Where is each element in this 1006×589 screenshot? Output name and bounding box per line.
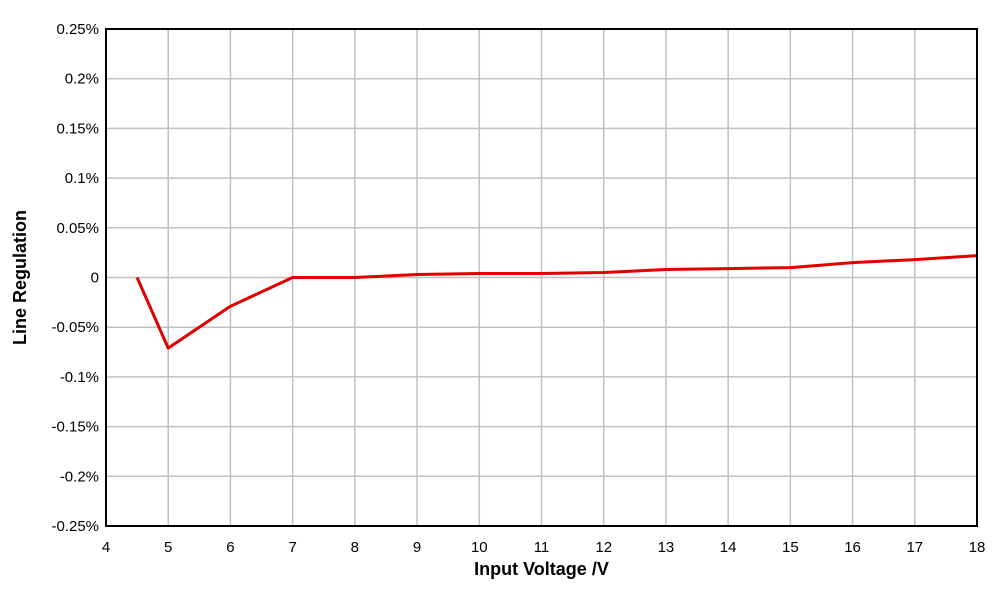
x-tick-label: 15 xyxy=(782,539,799,556)
y-tick-label: 0.25% xyxy=(56,21,99,38)
x-tick-labels: 4 5 6 7 8 9 10 11 12 13 14 15 16 17 18 xyxy=(102,539,986,556)
y-tick-label: -0.25% xyxy=(51,518,99,535)
x-tick-label: 10 xyxy=(471,539,488,556)
x-tick-label: 13 xyxy=(658,539,675,556)
x-tick-label: 5 xyxy=(164,539,172,556)
y-tick-label: 0.15% xyxy=(56,120,99,137)
grid xyxy=(106,29,977,526)
x-tick-label: 12 xyxy=(595,539,612,556)
x-tick-label: 16 xyxy=(844,539,861,556)
y-tick-labels: 0.25% 0.2% 0.15% 0.1% 0.05% 0 -0.05% -0.1% -0.15… xyxy=(51,21,99,535)
x-axis-title: Input Voltage /V xyxy=(474,559,609,579)
x-tick-label: 8 xyxy=(351,539,359,556)
x-tick-label: 4 xyxy=(102,539,110,556)
y-tick-label: -0.15% xyxy=(51,419,99,436)
series-line xyxy=(137,256,977,349)
x-tick-label: 7 xyxy=(288,539,296,556)
y-tick-label: -0.05% xyxy=(51,319,99,336)
y-tick-label: 0.2% xyxy=(65,71,99,88)
y-tick-label: 0.05% xyxy=(56,220,99,237)
x-tick-label: 14 xyxy=(720,539,737,556)
y-tick-label: -0.2% xyxy=(60,468,99,485)
x-tick-label: 11 xyxy=(534,539,550,556)
x-tick-label: 17 xyxy=(906,539,923,556)
x-tick-label: 18 xyxy=(969,539,986,556)
y-tick-label: 0.1% xyxy=(65,170,99,187)
series-layer xyxy=(137,256,977,349)
y-tick-label: 0 xyxy=(91,270,99,287)
x-tick-label: 6 xyxy=(226,539,234,556)
x-tick-label: 9 xyxy=(413,539,421,556)
y-tick-label: -0.1% xyxy=(60,369,99,386)
y-axis-title: Line Regulation xyxy=(10,210,30,345)
